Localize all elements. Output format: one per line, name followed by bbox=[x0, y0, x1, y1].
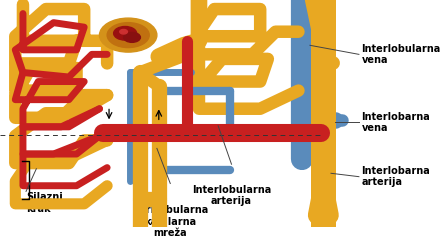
Circle shape bbox=[124, 32, 140, 42]
Text: Interlobularna
vena: Interlobularna vena bbox=[361, 44, 441, 65]
Text: Interlobarna
vena: Interlobarna vena bbox=[361, 112, 430, 133]
Text: Silazni
krak: Silazni krak bbox=[26, 192, 63, 213]
Circle shape bbox=[114, 27, 136, 40]
Circle shape bbox=[107, 23, 149, 48]
Text: Interlobarna
arterija: Interlobarna arterija bbox=[361, 166, 430, 188]
Circle shape bbox=[100, 18, 157, 52]
Circle shape bbox=[120, 30, 128, 34]
Circle shape bbox=[225, 129, 234, 136]
Text: Interlobularna
arterija: Interlobularna arterija bbox=[192, 185, 271, 206]
Text: Peritubularna
kapilarna
mreža: Peritubularna kapilarna mreža bbox=[132, 205, 208, 238]
